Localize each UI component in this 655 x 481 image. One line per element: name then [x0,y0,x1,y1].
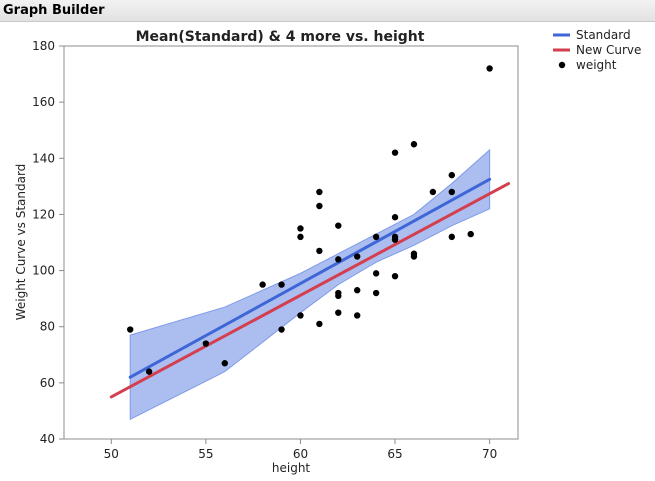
y-tick-label: 40 [40,432,55,446]
data-point[interactable] [335,292,342,300]
data-point[interactable] [145,368,153,375]
legend-item-label: weight [576,58,617,72]
x-axis-label: height [272,461,311,475]
data-point[interactable] [391,214,399,221]
y-tick-label: 80 [40,320,55,334]
data-point[interactable] [467,230,474,238]
data-point[interactable] [448,171,455,179]
data-point[interactable] [372,233,380,241]
data-point[interactable] [316,247,323,255]
data-point[interactable] [127,326,134,333]
data-point[interactable] [448,188,455,196]
x-tick-label: 50 [104,447,119,461]
data-point[interactable] [297,225,304,232]
data-point[interactable] [297,312,304,319]
plot-area[interactable] [63,45,519,440]
legend-item-label: Standard [576,28,631,42]
y-tick-label: 120 [32,207,55,221]
data-point[interactable] [297,233,304,241]
data-point[interactable] [278,326,285,333]
y-tick-label: 60 [40,376,55,390]
window-title: Graph Builder [3,3,105,18]
data-point[interactable] [335,222,342,229]
x-tick-label: 65 [387,447,402,461]
data-point[interactable] [354,253,361,260]
y-tick-label: 140 [32,151,55,165]
x-tick-label: 70 [482,447,497,461]
data-point[interactable] [354,287,361,294]
x-tick-label: 60 [293,447,308,461]
data-point[interactable] [335,256,342,263]
data-point[interactable] [391,149,399,156]
window-title-bar: Graph Builder [0,0,655,22]
data-point[interactable] [391,272,399,280]
data-point[interactable] [486,65,493,72]
y-tick-label: 180 [32,39,55,53]
legend-swatch-marker [558,61,566,69]
data-point[interactable] [410,141,418,148]
data-point[interactable] [278,281,285,288]
data-point[interactable] [335,309,342,316]
data-point[interactable] [372,270,380,277]
data-point[interactable] [316,320,323,328]
y-axis-label: Weight Curve vs Standard [14,164,28,321]
data-point[interactable] [448,233,455,241]
data-point[interactable] [429,188,437,196]
data-point[interactable] [372,289,380,297]
confidence-band [129,148,491,421]
y-tick-label: 100 [32,264,55,278]
data-point[interactable] [316,188,323,196]
data-point[interactable] [354,312,361,319]
data-point[interactable] [259,281,266,288]
data-point[interactable] [410,253,418,260]
data-point[interactable] [316,202,323,210]
data-point[interactable] [202,340,210,347]
data-point[interactable] [391,236,399,243]
data-point[interactable] [221,360,228,367]
fit-line-new-curve [109,182,511,399]
legend-item-label: New Curve [576,43,641,57]
y-tick-label: 160 [32,95,55,109]
fit-line-standard [128,177,492,379]
x-tick-label: 55 [198,447,213,461]
chart-title: Mean(Standard) & 4 more vs. height [136,29,425,45]
